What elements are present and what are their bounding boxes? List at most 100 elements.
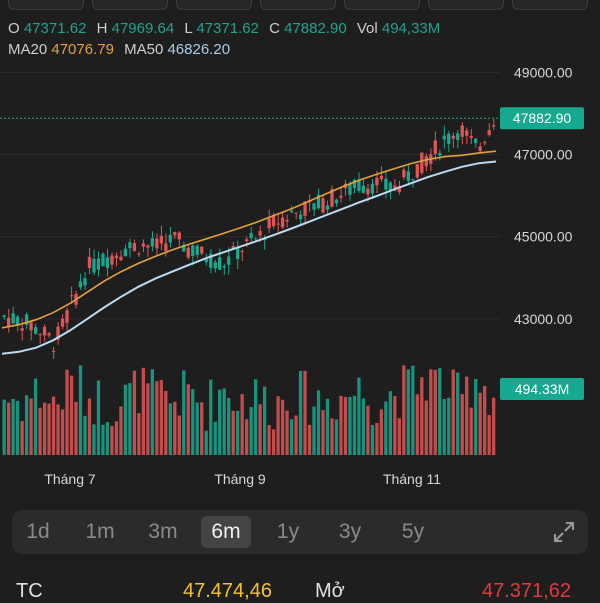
range-selector: 1d 1m 3m 6m 1y 3y 5y [12, 510, 588, 554]
volume-label: Vol [356, 20, 378, 37]
candle-body [209, 253, 213, 268]
volume-bar [92, 424, 96, 455]
candle-body [298, 214, 303, 220]
volume-bar [469, 407, 473, 455]
volume-bar [492, 397, 496, 455]
candle-body [379, 175, 384, 180]
volume-bar [262, 386, 267, 455]
candle-body [415, 164, 419, 178]
time-tick-label: Tháng 9 [214, 471, 266, 487]
volume-bar [285, 410, 289, 455]
volume-bar [29, 398, 33, 455]
candle-body [114, 255, 119, 259]
volume-bar [339, 395, 343, 455]
candle-body [56, 326, 60, 340]
volume-bar [96, 380, 101, 455]
volume-bar [384, 401, 388, 455]
candle-body [330, 189, 334, 207]
volume-bar [276, 396, 280, 455]
range-tab-6m[interactable]: 6m [201, 516, 251, 548]
candle-body [492, 125, 496, 127]
volume-bar [487, 415, 491, 455]
volume-bar [231, 410, 235, 455]
volume-bar [164, 390, 168, 455]
top-tab-stub[interactable] [512, 0, 588, 10]
top-tab-stub[interactable] [176, 0, 252, 10]
volume-bar [312, 406, 316, 455]
candle-body [361, 185, 366, 193]
candle-body [227, 256, 231, 265]
top-tab-stub[interactable] [92, 0, 168, 10]
candle-body [204, 259, 208, 263]
candle-body [101, 253, 105, 267]
range-tab-1d[interactable]: 1d [26, 520, 50, 543]
candle-body [69, 295, 74, 297]
candle-body [47, 333, 51, 336]
volume-bar [240, 394, 244, 455]
volume-bar [177, 415, 181, 455]
volume-bar [483, 385, 487, 455]
volume-bar [465, 376, 469, 455]
candle-body [213, 262, 217, 269]
candle-body [164, 243, 168, 251]
candle-body [78, 281, 83, 288]
range-tab-5y[interactable]: 5y [401, 520, 425, 543]
candle-body [132, 243, 137, 251]
volume-bar [186, 384, 190, 455]
candle-body [474, 138, 478, 144]
candle-body [168, 234, 172, 243]
candle-body [20, 328, 24, 331]
candle-body [271, 214, 276, 227]
candle-body [146, 245, 150, 248]
candle-body [447, 133, 451, 144]
expand-icon[interactable] [552, 520, 576, 544]
volume-bar [38, 407, 42, 455]
volume-bar [316, 390, 321, 455]
candle-body [357, 179, 361, 191]
range-tab-3m[interactable]: 3m [148, 520, 178, 543]
volume-bar [397, 418, 401, 455]
top-tab-stub[interactable] [344, 0, 420, 10]
volume-bar [69, 375, 74, 455]
range-tab-1y[interactable]: 1y [276, 520, 300, 543]
candle-body [366, 188, 370, 195]
top-tab-stub[interactable] [260, 0, 336, 10]
volume-bar [375, 422, 379, 455]
volume-bar [334, 419, 339, 455]
candle-body [141, 243, 146, 247]
candlesticks [2, 119, 496, 359]
candle-body [352, 179, 357, 189]
volume-bar [249, 407, 253, 455]
time-tick-label: Tháng 7 [44, 471, 96, 487]
candle-body [451, 135, 455, 139]
candle-body [438, 152, 442, 156]
volume-bar [406, 369, 410, 455]
range-tab-3y[interactable]: 3y [338, 520, 362, 543]
volume-bar [370, 425, 375, 455]
volume-bar [321, 410, 325, 455]
candle-body [469, 136, 473, 138]
volume-bar [24, 395, 29, 455]
candle-body [155, 238, 159, 249]
volume-bar [289, 419, 294, 455]
top-tab-stub[interactable] [8, 0, 84, 10]
candle-body [397, 185, 401, 192]
candle-body [159, 235, 163, 244]
volume-bar [447, 397, 451, 455]
ma50-value: 46826.20 [167, 41, 231, 58]
volume-bar [195, 402, 199, 455]
candle-body [487, 130, 491, 135]
volume-bar [204, 430, 208, 455]
top-tab-stub[interactable] [428, 0, 504, 10]
price-chart[interactable]: 49000.00 47000.00 45000.00 43000.00 Tháng 7… [0, 0, 600, 500]
volume-bar [271, 429, 276, 455]
last-price-tag: 47882.90 [500, 107, 584, 130]
range-tab-1m[interactable]: 1m [85, 520, 115, 543]
low-value: 47371.62 [196, 20, 259, 37]
candle-body [433, 140, 437, 154]
volume-tag: 494.33M [500, 378, 584, 400]
volume-bar [451, 369, 455, 455]
candle-body [316, 194, 321, 209]
candle-body [150, 238, 154, 247]
volume-bar [478, 392, 482, 455]
